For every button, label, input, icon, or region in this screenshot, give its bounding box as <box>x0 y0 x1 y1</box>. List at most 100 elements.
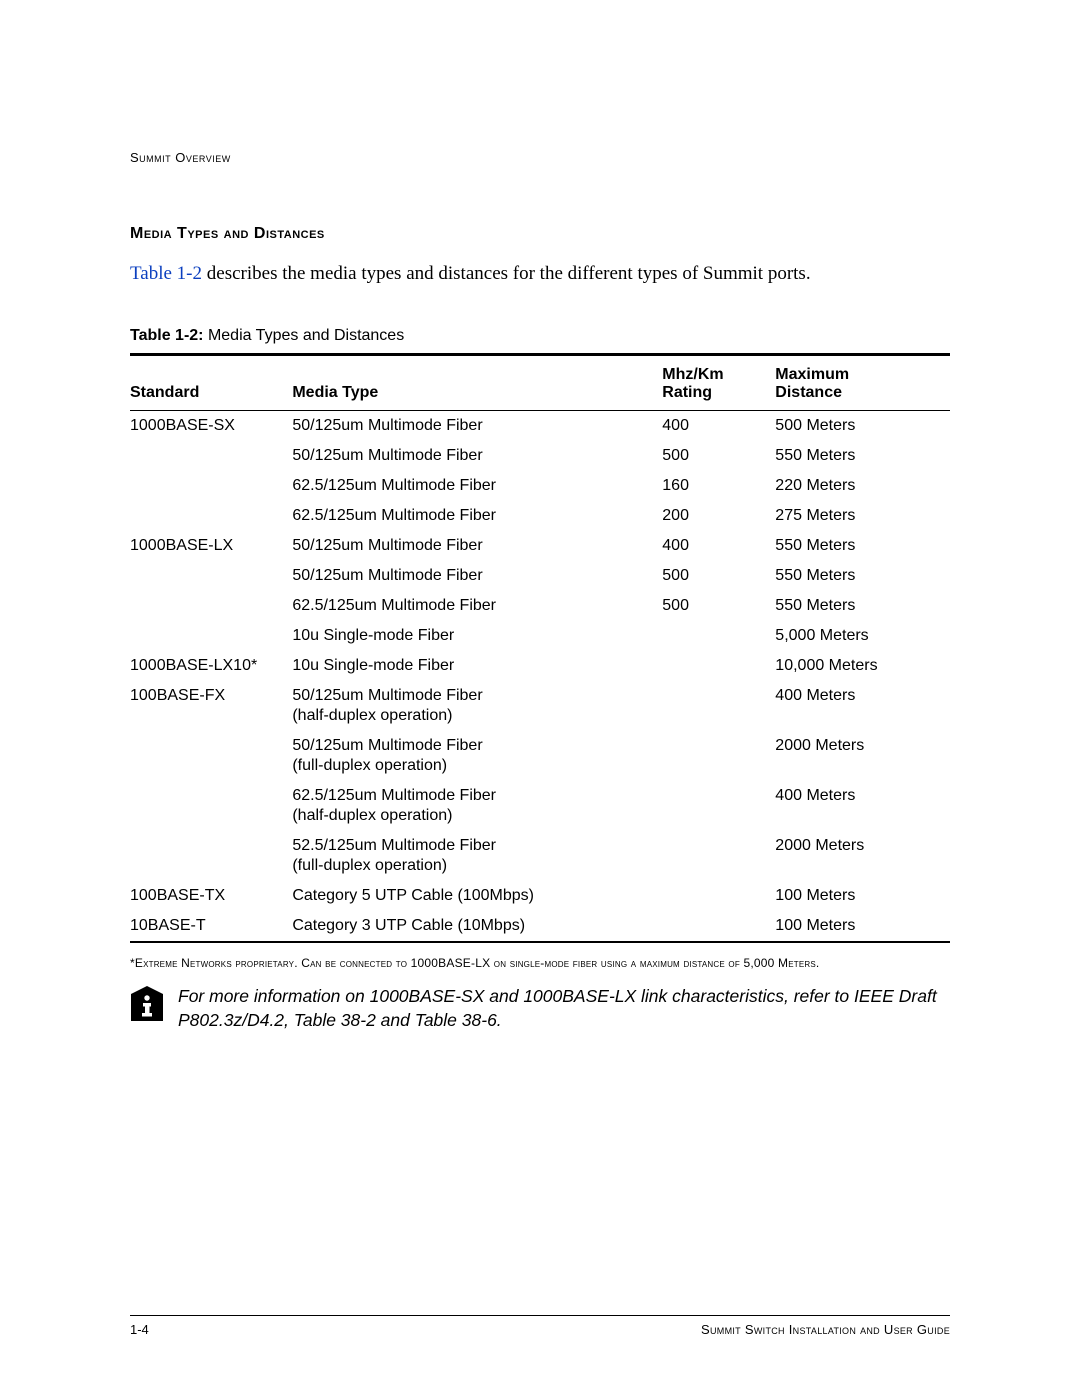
cell-distance: 100 Meters <box>775 911 950 942</box>
th-rating-line2: Rating <box>662 384 712 401</box>
intro-text: describes the media types and distances … <box>202 263 811 284</box>
cell-media-type: 50/125um Multimode Fiber(half-duplex ope… <box>292 681 662 731</box>
th-rating: Mhz/Km Rating <box>662 354 775 410</box>
cell-standard <box>130 731 292 781</box>
page-number: 1-4 <box>130 1322 149 1337</box>
table-row: 100BASE-FX50/125um Multimode Fiber(half-… <box>130 681 950 731</box>
table-reference-link[interactable]: Table 1-2 <box>130 263 202 284</box>
th-distance: Maximum Distance <box>775 354 950 410</box>
cell-media-type: 62.5/125um Multimode Fiber <box>292 471 662 501</box>
cell-media-type: Category 3 UTP Cable (10Mbps) <box>292 911 662 942</box>
table-row: 50/125um Multimode Fiber500550 Meters <box>130 441 950 471</box>
table-row: 62.5/125um Multimode Fiber(half-duplex o… <box>130 781 950 831</box>
th-standard: Standard <box>130 354 292 410</box>
info-note-text: For more information on 1000BASE-SX and … <box>178 985 950 1032</box>
cell-standard <box>130 831 292 881</box>
th-rating-line1: Mhz/Km <box>662 366 723 383</box>
cell-rating <box>662 781 775 831</box>
cell-media-subtext: (half-duplex operation) <box>292 706 656 726</box>
cell-distance: 100 Meters <box>775 881 950 911</box>
info-icon <box>130 985 164 1023</box>
cell-distance: 550 Meters <box>775 531 950 561</box>
cell-rating <box>662 881 775 911</box>
running-header: Summit Overview <box>130 150 950 165</box>
cell-media-type: 10u Single-mode Fiber <box>292 651 662 681</box>
table-row: 100BASE-TXCategory 5 UTP Cable (100Mbps)… <box>130 881 950 911</box>
cell-rating: 400 <box>662 531 775 561</box>
cell-media-type: 52.5/125um Multimode Fiber(full-duplex o… <box>292 831 662 881</box>
cell-standard <box>130 561 292 591</box>
table-footnote: *Extreme Networks proprietary. Can be co… <box>130 955 950 971</box>
cell-standard: 100BASE-TX <box>130 881 292 911</box>
cell-distance: 2000 Meters <box>775 731 950 781</box>
table-row: 62.5/125um Multimode Fiber160220 Meters <box>130 471 950 501</box>
cell-standard <box>130 441 292 471</box>
cell-rating: 500 <box>662 561 775 591</box>
cell-standard: 1000BASE-LX10* <box>130 651 292 681</box>
cell-rating: 500 <box>662 591 775 621</box>
cell-standard: 10BASE-T <box>130 911 292 942</box>
cell-rating <box>662 681 775 731</box>
caption-text: Media Types and Distances <box>204 327 405 344</box>
table-row: 1000BASE-LX50/125um Multimode Fiber40055… <box>130 531 950 561</box>
table-row: 62.5/125um Multimode Fiber200275 Meters <box>130 501 950 531</box>
cell-distance: 2000 Meters <box>775 831 950 881</box>
intro-paragraph: Table 1-2 describes the media types and … <box>130 262 950 287</box>
media-types-table: Standard Media Type Mhz/Km Rating Maximu… <box>130 353 950 943</box>
th-distance-line1: Maximum <box>775 366 849 383</box>
cell-distance: 5,000 Meters <box>775 621 950 651</box>
table-caption: Table 1-2: Media Types and Distances <box>130 327 950 345</box>
cell-distance: 10,000 Meters <box>775 651 950 681</box>
cell-standard <box>130 501 292 531</box>
cell-media-subtext: (full-duplex operation) <box>292 756 656 776</box>
table-row: 52.5/125um Multimode Fiber(full-duplex o… <box>130 831 950 881</box>
cell-distance: 550 Meters <box>775 441 950 471</box>
cell-media-type: 50/125um Multimode Fiber <box>292 441 662 471</box>
page-footer: 1-4 Summit Switch Installation and User … <box>130 1315 950 1337</box>
cell-standard <box>130 621 292 651</box>
table-row: 50/125um Multimode Fiber500550 Meters <box>130 561 950 591</box>
table-row: 10u Single-mode Fiber 5,000 Meters <box>130 621 950 651</box>
cell-standard: 1000BASE-SX <box>130 410 292 441</box>
caption-label: Table 1-2: <box>130 327 204 344</box>
cell-rating <box>662 621 775 651</box>
page: Summit Overview Media Types and Distance… <box>0 0 1080 1397</box>
cell-distance: 400 Meters <box>775 681 950 731</box>
cell-standard: 100BASE-FX <box>130 681 292 731</box>
cell-distance: 550 Meters <box>775 561 950 591</box>
cell-rating <box>662 911 775 942</box>
table-row: 1000BASE-SX50/125um Multimode Fiber40050… <box>130 410 950 441</box>
cell-rating: 160 <box>662 471 775 501</box>
cell-rating: 200 <box>662 501 775 531</box>
cell-rating: 400 <box>662 410 775 441</box>
cell-media-subtext: (full-duplex operation) <box>292 856 656 876</box>
info-note-block: For more information on 1000BASE-SX and … <box>130 985 950 1032</box>
cell-media-type: 62.5/125um Multimode Fiber(half-duplex o… <box>292 781 662 831</box>
th-distance-line2: Distance <box>775 384 842 401</box>
cell-distance: 500 Meters <box>775 410 950 441</box>
cell-rating <box>662 731 775 781</box>
cell-distance: 400 Meters <box>775 781 950 831</box>
cell-media-type: 10u Single-mode Fiber <box>292 621 662 651</box>
cell-media-type: 50/125um Multimode Fiber <box>292 561 662 591</box>
cell-media-type: 62.5/125um Multimode Fiber <box>292 591 662 621</box>
table-row: 10BASE-TCategory 3 UTP Cable (10Mbps) 100… <box>130 911 950 942</box>
th-media: Media Type <box>292 354 662 410</box>
cell-standard <box>130 591 292 621</box>
table-row: 62.5/125um Multimode Fiber500550 Meters <box>130 591 950 621</box>
cell-distance: 220 Meters <box>775 471 950 501</box>
cell-standard <box>130 471 292 501</box>
cell-distance: 550 Meters <box>775 591 950 621</box>
cell-media-type: 50/125um Multimode Fiber <box>292 531 662 561</box>
section-title: Media Types and Distances <box>130 225 950 243</box>
table-row: 1000BASE-LX10*10u Single-mode Fiber 10,00… <box>130 651 950 681</box>
cell-rating: 500 <box>662 441 775 471</box>
cell-media-type: 50/125um Multimode Fiber <box>292 410 662 441</box>
cell-standard <box>130 781 292 831</box>
cell-standard: 1000BASE-LX <box>130 531 292 561</box>
table-header-row: Standard Media Type Mhz/Km Rating Maximu… <box>130 354 950 410</box>
table-row: 50/125um Multimode Fiber(full-duplex ope… <box>130 731 950 781</box>
cell-media-type: 62.5/125um Multimode Fiber <box>292 501 662 531</box>
footer-guide-title: Summit Switch Installation and User Guid… <box>701 1322 950 1337</box>
cell-rating <box>662 831 775 881</box>
